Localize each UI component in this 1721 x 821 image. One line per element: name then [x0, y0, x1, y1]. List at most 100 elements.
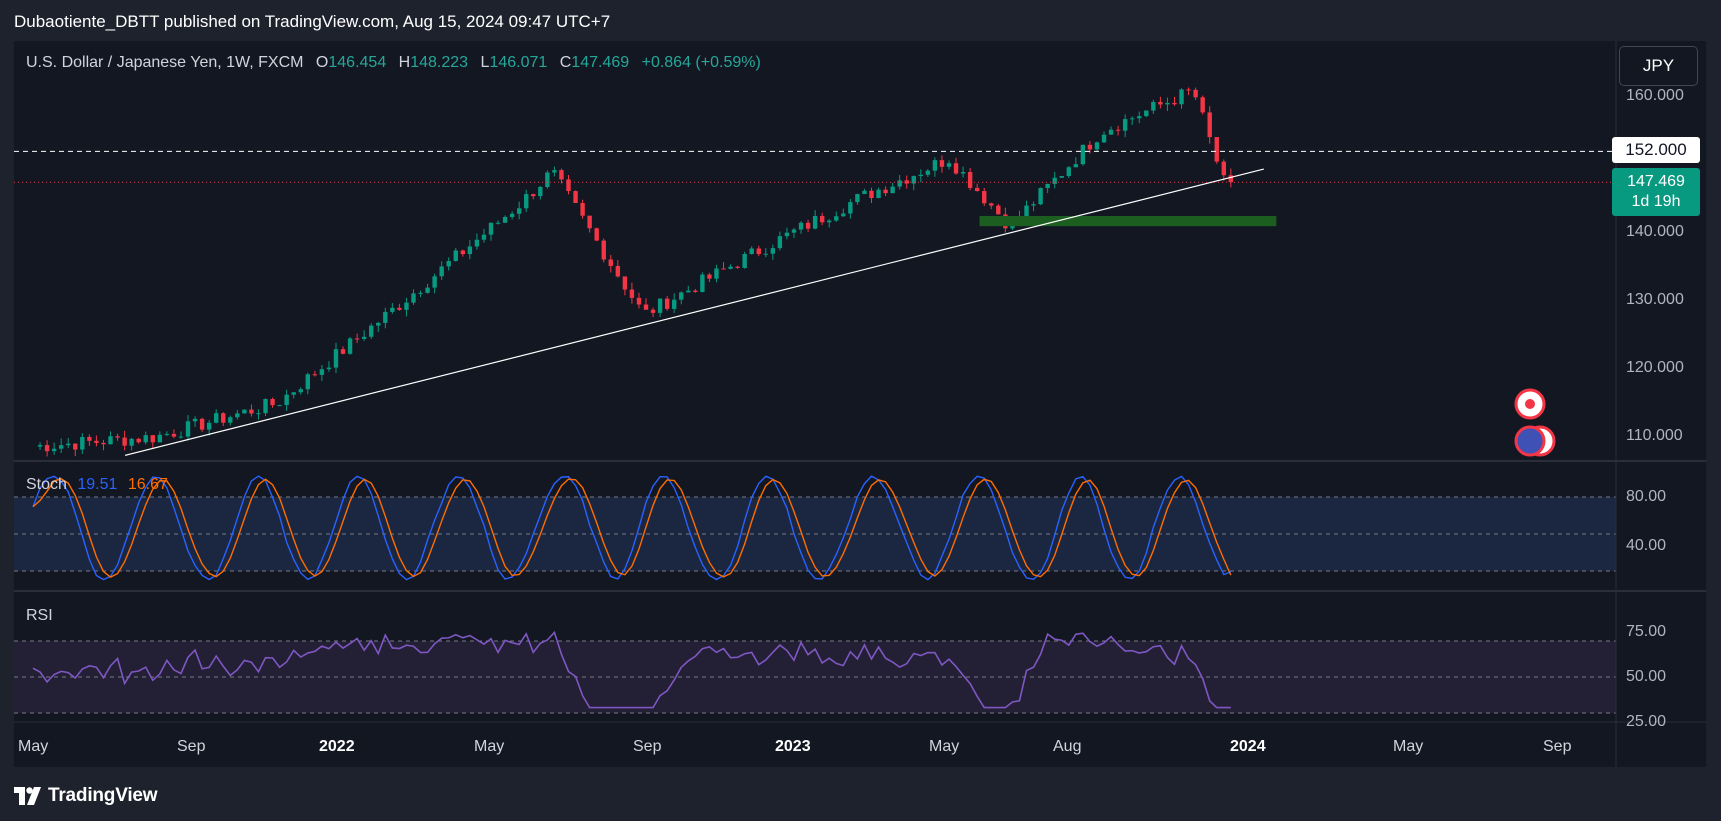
- tradingview-logo[interactable]: TradingView: [14, 785, 158, 807]
- close-key: C: [559, 54, 572, 71]
- candle-body: [1172, 102, 1177, 105]
- time-label: 2022: [319, 738, 355, 755]
- candle-body: [94, 440, 99, 443]
- candle-body: [122, 437, 127, 446]
- candle-body: [538, 187, 543, 197]
- candle-body: [686, 290, 691, 293]
- rsi-name[interactable]: RSI: [26, 607, 53, 624]
- candle-body: [171, 433, 177, 437]
- published-text: Dubaotiente_DBTT published on TradingVie…: [14, 12, 611, 31]
- stoch-tick: 40.00: [1626, 537, 1667, 554]
- candle-body: [763, 253, 768, 255]
- candle-body: [425, 287, 430, 293]
- close-value: 147.469: [571, 54, 630, 71]
- time-label: May: [474, 738, 505, 755]
- candle-body: [650, 309, 656, 313]
- pane-dividers: [14, 41, 1706, 767]
- candle-body: [798, 222, 804, 230]
- candle-body: [319, 369, 325, 375]
- candle-body: [115, 436, 120, 438]
- candle-body: [559, 170, 564, 180]
- candle-body: [1087, 144, 1093, 150]
- candle-body: [418, 292, 423, 294]
- candle-body: [1108, 129, 1114, 135]
- footer-bar: [0, 768, 1721, 821]
- stoch-d-value: 16.67: [127, 476, 168, 493]
- candle-body: [693, 290, 698, 292]
- candles-group: [37, 87, 1234, 457]
- price-tick: 110.000: [1626, 427, 1683, 444]
- candle-body: [178, 436, 184, 438]
- candle-body: [1158, 101, 1163, 105]
- candle-body: [777, 236, 783, 249]
- candle-body: [700, 274, 705, 292]
- candle-body: [340, 349, 346, 354]
- candle-body: [636, 297, 642, 305]
- candle-body: [235, 413, 240, 418]
- candle-body: [805, 222, 811, 229]
- tradingview-logo-icon: [14, 787, 41, 805]
- candle-body: [1038, 188, 1043, 205]
- candle-body: [1193, 89, 1198, 98]
- stoch-legend[interactable]: Stoch 19.51 16.67: [26, 476, 168, 494]
- candle-body: [848, 202, 853, 214]
- us-flag-icon: [1514, 425, 1546, 457]
- candle-body: [157, 434, 163, 443]
- candle-body: [432, 276, 437, 288]
- time-label: May: [18, 738, 49, 755]
- stoch-tick: 80.00: [1626, 488, 1667, 505]
- time-label: May: [1393, 738, 1424, 755]
- rsi-tick: 50.00: [1626, 668, 1667, 685]
- candle-body: [150, 435, 155, 443]
- candle-body: [911, 176, 916, 184]
- candle-body: [664, 298, 670, 309]
- candle-body: [925, 170, 931, 175]
- candle-body: [242, 409, 247, 414]
- candle-body: [974, 187, 980, 192]
- candle-body: [1045, 183, 1050, 189]
- candle-body: [516, 208, 522, 214]
- rsi-tick: 25.00: [1626, 713, 1667, 730]
- high-value: 148.223: [410, 54, 469, 71]
- candle-body: [467, 246, 473, 255]
- candle-body: [376, 322, 381, 326]
- candle-body: [657, 298, 663, 313]
- candle-body: [989, 203, 994, 206]
- candle-body: [1031, 204, 1036, 206]
- candle-body: [136, 438, 141, 443]
- candle-body: [742, 253, 747, 268]
- candle-body: [446, 261, 451, 267]
- candle-body: [531, 194, 536, 197]
- rsi-tick: 75.00: [1626, 623, 1667, 640]
- price-tick: 140.000: [1626, 223, 1684, 240]
- symbol-title: U.S. Dollar / Japanese Yen, 1W, FXCM: [26, 54, 304, 71]
- candle-body: [812, 216, 818, 229]
- candle-body: [305, 374, 310, 390]
- candle-body: [1024, 205, 1029, 218]
- candle-body: [918, 174, 924, 177]
- candle-body: [256, 413, 261, 415]
- candle-body: [679, 292, 684, 300]
- candle-body: [622, 276, 628, 290]
- open-key: O: [315, 54, 329, 71]
- candle-body: [495, 222, 501, 224]
- candle-body: [629, 289, 635, 298]
- open-value: 146.454: [328, 54, 387, 71]
- rsi-lines: [32, 630, 1231, 709]
- candle-body: [73, 443, 78, 450]
- candle-body: [594, 228, 599, 241]
- time-label: Sep: [633, 738, 662, 755]
- time-label: Sep: [1543, 738, 1572, 755]
- candle-body: [1066, 167, 1071, 176]
- level-price-tag: 152.000: [1612, 137, 1700, 163]
- candle-body: [960, 172, 966, 174]
- candle-body: [1115, 129, 1121, 131]
- candle-body: [397, 307, 402, 310]
- bar-countdown: 1d 19h: [1631, 193, 1681, 210]
- symbol-legend[interactable]: U.S. Dollar / Japanese Yen, 1W, FXCM O14…: [26, 54, 761, 72]
- candle-body: [573, 191, 578, 204]
- candle-body: [1080, 144, 1086, 165]
- candle-body: [277, 405, 282, 407]
- currency-button[interactable]: JPY: [1619, 46, 1698, 86]
